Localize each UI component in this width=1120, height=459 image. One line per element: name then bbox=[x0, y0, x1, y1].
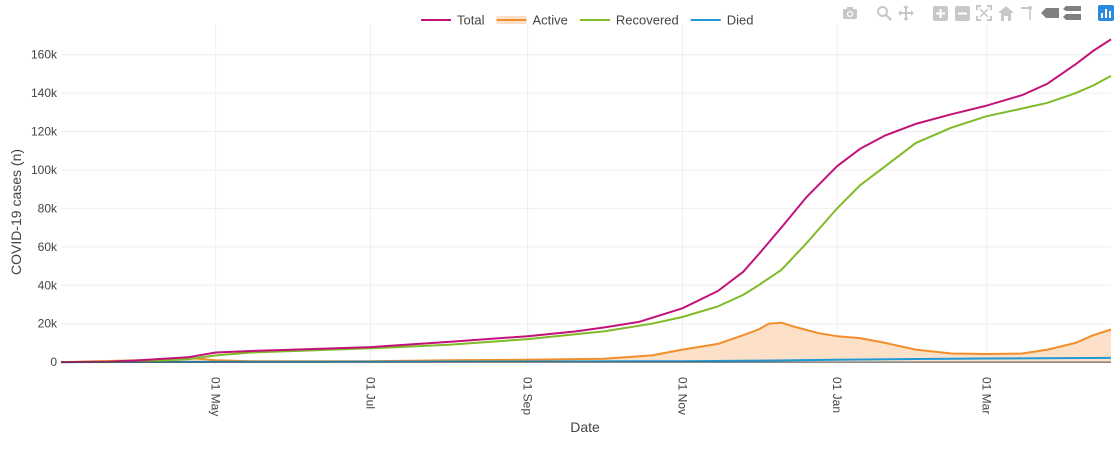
series-total-line bbox=[60, 38, 1112, 364]
legend-label: Active bbox=[532, 13, 567, 28]
y-tick-labels: 0 20k 40k 60k 80k 100k 120k 140k 160k bbox=[31, 48, 58, 369]
y-tick-label: 100k bbox=[31, 163, 58, 177]
y-tick-label: 60k bbox=[38, 240, 58, 254]
zoom-icon[interactable] bbox=[874, 4, 894, 22]
pan-icon[interactable] bbox=[896, 4, 916, 22]
series-recovered-line bbox=[60, 75, 1112, 364]
modebar bbox=[840, 4, 1116, 22]
y-tick-label: 120k bbox=[31, 125, 58, 139]
y-tick-label: 80k bbox=[38, 201, 58, 215]
y-tick-label: 40k bbox=[38, 278, 58, 292]
x-tick-label: 01 May bbox=[209, 377, 223, 416]
y-tick-label: 140k bbox=[31, 86, 58, 100]
y-tick-label: 0 bbox=[50, 355, 57, 369]
y-tick-label: 160k bbox=[31, 48, 58, 62]
y-axis-title: COVID-19 cases (n) bbox=[8, 149, 24, 275]
hover-closest-icon[interactable] bbox=[1040, 4, 1060, 22]
legend-item-active[interactable]: Active bbox=[496, 13, 568, 28]
spike-lines-icon[interactable] bbox=[1018, 4, 1038, 22]
reset-axes-icon[interactable] bbox=[996, 4, 1016, 22]
series-layer bbox=[60, 38, 1112, 364]
x-tick-label: 01 Sep bbox=[521, 377, 535, 415]
y-tick-label: 20k bbox=[38, 317, 58, 331]
x-tick-label: 01 Jan bbox=[830, 377, 844, 413]
x-tick-labels: 01 May 01 Jul 01 Sep 01 Nov 01 Jan 01 Mar bbox=[209, 377, 994, 416]
plotly-logo-icon[interactable] bbox=[1096, 4, 1116, 22]
zoom-in-icon[interactable] bbox=[930, 4, 950, 22]
legend-item-recovered[interactable]: Recovered bbox=[579, 13, 679, 28]
legend-item-total[interactable]: Total bbox=[421, 13, 485, 28]
legend[interactable]: Total Active Recovered Died bbox=[421, 13, 754, 28]
grid-lines bbox=[61, 24, 1111, 365]
series-active-area bbox=[61, 322, 1111, 363]
hover-compare-icon[interactable] bbox=[1062, 4, 1082, 22]
x-tick-label: 01 Mar bbox=[980, 377, 994, 414]
x-tick-label: 01 Jul bbox=[363, 377, 377, 409]
zoom-out-icon[interactable] bbox=[952, 4, 972, 22]
x-tick-label: 01 Nov bbox=[675, 377, 689, 415]
autoscale-icon[interactable] bbox=[974, 4, 994, 22]
camera-icon[interactable] bbox=[840, 4, 860, 22]
legend-item-died[interactable]: Died bbox=[690, 13, 754, 28]
x-axis-title: Date bbox=[570, 419, 600, 435]
legend-label: Recovered bbox=[616, 13, 679, 28]
legend-label: Died bbox=[727, 13, 754, 28]
legend-label: Total bbox=[457, 13, 485, 28]
